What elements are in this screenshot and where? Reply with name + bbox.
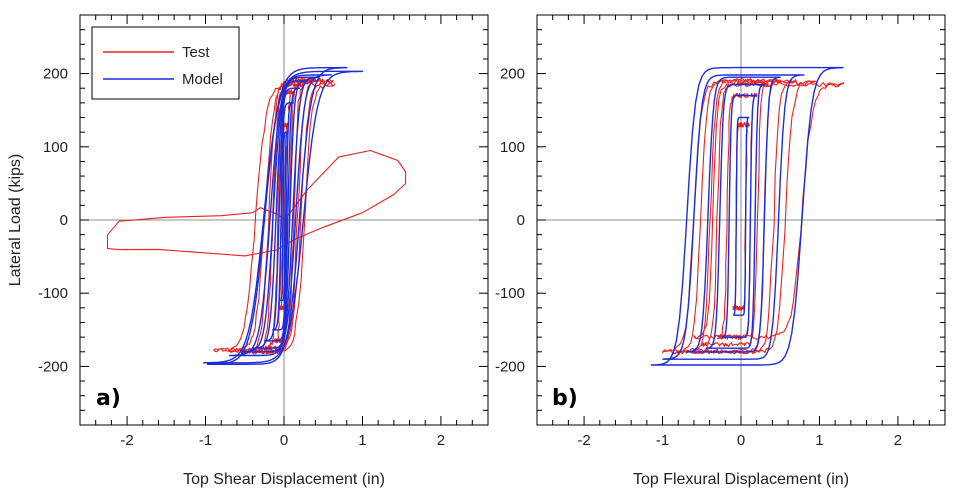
y-tick-label: -100 — [38, 285, 68, 302]
x-tick-label: 1 — [358, 432, 366, 449]
y-tick-label: -200 — [495, 358, 525, 375]
series-test-loop — [701, 81, 769, 348]
legend-label-test: Test — [182, 44, 210, 61]
x-tick-label: -2 — [120, 432, 133, 449]
series-model-loop — [271, 102, 295, 331]
x-tick-label: 1 — [815, 432, 823, 449]
series-model-loop — [203, 70, 364, 364]
ticks-b: -2 -1 0 1 2 -200 -100 0 100 200 — [495, 14, 946, 449]
series-test-loop — [693, 81, 845, 340]
series-test-final-excursion — [106, 149, 407, 257]
curves-a — [106, 66, 407, 365]
x-tick-label: 0 — [280, 432, 288, 449]
xlabel-a: Top Shear Displacement (in) — [183, 471, 385, 488]
y-tick-label: 0 — [517, 212, 525, 229]
series-model-loop — [650, 66, 844, 366]
panel-b: -2 -1 0 1 2 -200 -100 0 100 200 Top Flexural Disp… — [495, 14, 946, 488]
legend-label-model: Model — [182, 71, 223, 88]
panel-a: -2 -1 0 1 2 -200 -100 0 100 200 Lateral Load (kip… — [7, 14, 489, 488]
series-model-loop — [229, 74, 332, 357]
legend-box — [91, 26, 240, 100]
ylabel-a: Lateral Load (kips) — [7, 154, 24, 287]
series-model-loop — [705, 83, 766, 349]
curves-b — [650, 66, 845, 366]
x-tick-label: -1 — [656, 432, 669, 449]
y-tick-label: -100 — [495, 285, 525, 302]
y-tick-label: -200 — [38, 358, 68, 375]
y-tick-label: 200 — [43, 66, 68, 83]
series-model-loop — [721, 94, 758, 338]
y-tick-label: 100 — [500, 139, 525, 156]
legend: Test Model — [91, 26, 240, 100]
xlabel-b: Top Flexural Displacement (in) — [633, 471, 849, 488]
x-tick-label: 2 — [894, 432, 902, 449]
series-test-loop — [673, 78, 797, 355]
panel-label-a: a) — [96, 386, 121, 411]
x-tick-label: -2 — [577, 432, 590, 449]
series-model-loop — [662, 74, 805, 360]
x-tick-label: 2 — [437, 432, 445, 449]
y-tick-label: 100 — [43, 139, 68, 156]
series-model-loop — [686, 76, 781, 353]
series-model-loop — [264, 87, 301, 342]
x-tick-label: 0 — [737, 432, 745, 449]
ticks-a: -2 -1 0 1 2 -200 -100 0 100 200 — [38, 14, 489, 449]
series-model-loop — [732, 116, 750, 316]
panel-label-b: b) — [552, 386, 578, 411]
series-model-loop — [252, 80, 309, 349]
x-tick-label: -1 — [199, 432, 212, 449]
y-tick-label: 0 — [60, 212, 68, 229]
y-tick-label: 200 — [500, 66, 525, 83]
series-model-loop — [207, 66, 348, 365]
series-test-loop — [661, 79, 817, 355]
series-test-loop — [212, 81, 336, 354]
